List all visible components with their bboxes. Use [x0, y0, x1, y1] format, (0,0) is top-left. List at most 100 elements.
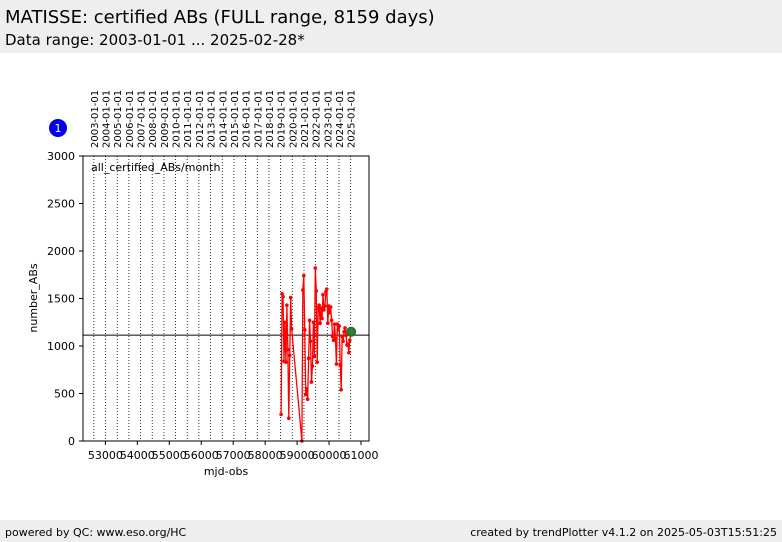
year-label: 2011-01-01 [183, 90, 194, 148]
year-label: 2003-01-01 [90, 90, 101, 148]
page-title: MATISSE: certified ABs (FULL range, 8159… [5, 7, 435, 28]
data-point [330, 334, 335, 339]
data-point [313, 266, 318, 270]
y-tick-label: 2000 [47, 245, 75, 258]
year-label: 2014-01-01 [218, 90, 229, 148]
data-point [280, 291, 284, 296]
year-label: 2005-01-01 [113, 90, 124, 148]
data-point [320, 316, 324, 321]
data-point [286, 348, 290, 352]
series-group [279, 266, 357, 443]
year-label: 2016-01-01 [242, 90, 253, 148]
series-label: all_certified_ABs/month [91, 161, 220, 174]
year-label: 2009-01-01 [160, 90, 171, 148]
x-tick-label: 57000 [216, 449, 251, 462]
y-tick-label: 1500 [47, 293, 75, 306]
year-label: 2007-01-01 [137, 90, 148, 148]
y-tick-label: 2500 [47, 198, 75, 211]
data-point [322, 308, 326, 312]
data-point [328, 305, 333, 309]
data-point [329, 318, 334, 323]
data-point [285, 303, 289, 307]
data-point [339, 387, 343, 392]
y-axis-label: number_ABs [27, 263, 40, 333]
year-label: 2015-01-01 [230, 90, 241, 148]
data-range-subtitle: Data range: 2003-01-01 ... 2025-02-28* [5, 31, 305, 49]
year-label: 2020-01-01 [288, 90, 299, 148]
data-point [314, 289, 319, 293]
data-point [348, 338, 352, 343]
data-point [317, 303, 321, 307]
plot-index-badge[interactable]: 1 [49, 119, 67, 137]
year-label: 2022-01-01 [312, 90, 323, 148]
data-point [308, 339, 313, 344]
year-label: 2008-01-01 [148, 90, 159, 148]
y-tick-label: 500 [54, 388, 75, 401]
data-point [287, 353, 292, 358]
year-label: 2010-01-01 [172, 90, 183, 148]
x-tick-label: 60000 [312, 449, 347, 462]
data-point [288, 295, 293, 300]
data-point [334, 362, 339, 366]
year-label: 2021-01-01 [300, 90, 311, 148]
data-point [289, 327, 294, 331]
x-tick-label: 58000 [248, 449, 283, 462]
data-point [316, 306, 320, 310]
year-label: 2019-01-01 [277, 90, 288, 148]
data-point [319, 306, 323, 310]
data-point [327, 310, 332, 315]
data-point [337, 324, 342, 328]
data-point [283, 320, 287, 325]
footer-created: created by trendPlotter v4.1.2 on 2025-0… [470, 526, 777, 539]
year-label: 2023-01-01 [323, 90, 334, 148]
data-point [321, 292, 325, 297]
badge-circle [49, 119, 67, 137]
data-point [343, 326, 347, 330]
data-point [279, 412, 283, 417]
data-point [284, 360, 288, 364]
x-tick-label: 53000 [88, 449, 123, 462]
year-label: 2006-01-01 [125, 90, 136, 148]
x-tick-label: 55000 [152, 449, 187, 462]
data-point [307, 318, 312, 323]
data-point [302, 273, 306, 278]
data-point [309, 380, 314, 384]
data-point [325, 287, 329, 291]
data-point [306, 356, 311, 361]
data-point [286, 416, 291, 421]
data-point [338, 363, 343, 367]
data-point [302, 328, 307, 332]
x-axis: 5300054000550005600057000580005900060000… [88, 441, 379, 462]
footer-credit: powered by QC: www.eso.org/HC [5, 526, 187, 539]
data-point [311, 320, 316, 325]
data-point [304, 386, 309, 391]
x-tick-label: 61000 [344, 449, 379, 462]
data-point [341, 339, 345, 344]
data-point [305, 397, 310, 402]
data-point [325, 321, 330, 326]
data-point [315, 360, 320, 364]
x-axis-label: mjd-obs [204, 465, 249, 478]
badge-label: 1 [55, 122, 62, 135]
data-point [303, 392, 308, 397]
x-tick-label: 56000 [184, 449, 219, 462]
last-data-point [346, 326, 357, 337]
y-axis: 0 500 1000 1500 2000 2500 3000 [47, 150, 83, 448]
data-point [312, 354, 317, 359]
data-point [346, 342, 350, 346]
page-header: MATISSE: certified ABs (FULL range, 8159… [0, 0, 782, 53]
x-tick-label: 54000 [120, 449, 155, 462]
data-point [333, 336, 338, 341]
series-line [280, 268, 352, 442]
y-tick-label: 3000 [47, 150, 75, 163]
y-tick-label: 0 [68, 435, 75, 448]
data-point [310, 364, 315, 368]
data-point [347, 350, 351, 355]
data-point [318, 321, 322, 326]
data-point [340, 334, 344, 339]
year-labels: 2003-01-01 2004-01-01 2005-01-01 2006-01-01… [90, 90, 358, 148]
y-tick-label: 1000 [47, 340, 75, 353]
data-point [301, 288, 305, 292]
page-footer: powered by QC: www.eso.org/HC created by… [0, 520, 782, 542]
